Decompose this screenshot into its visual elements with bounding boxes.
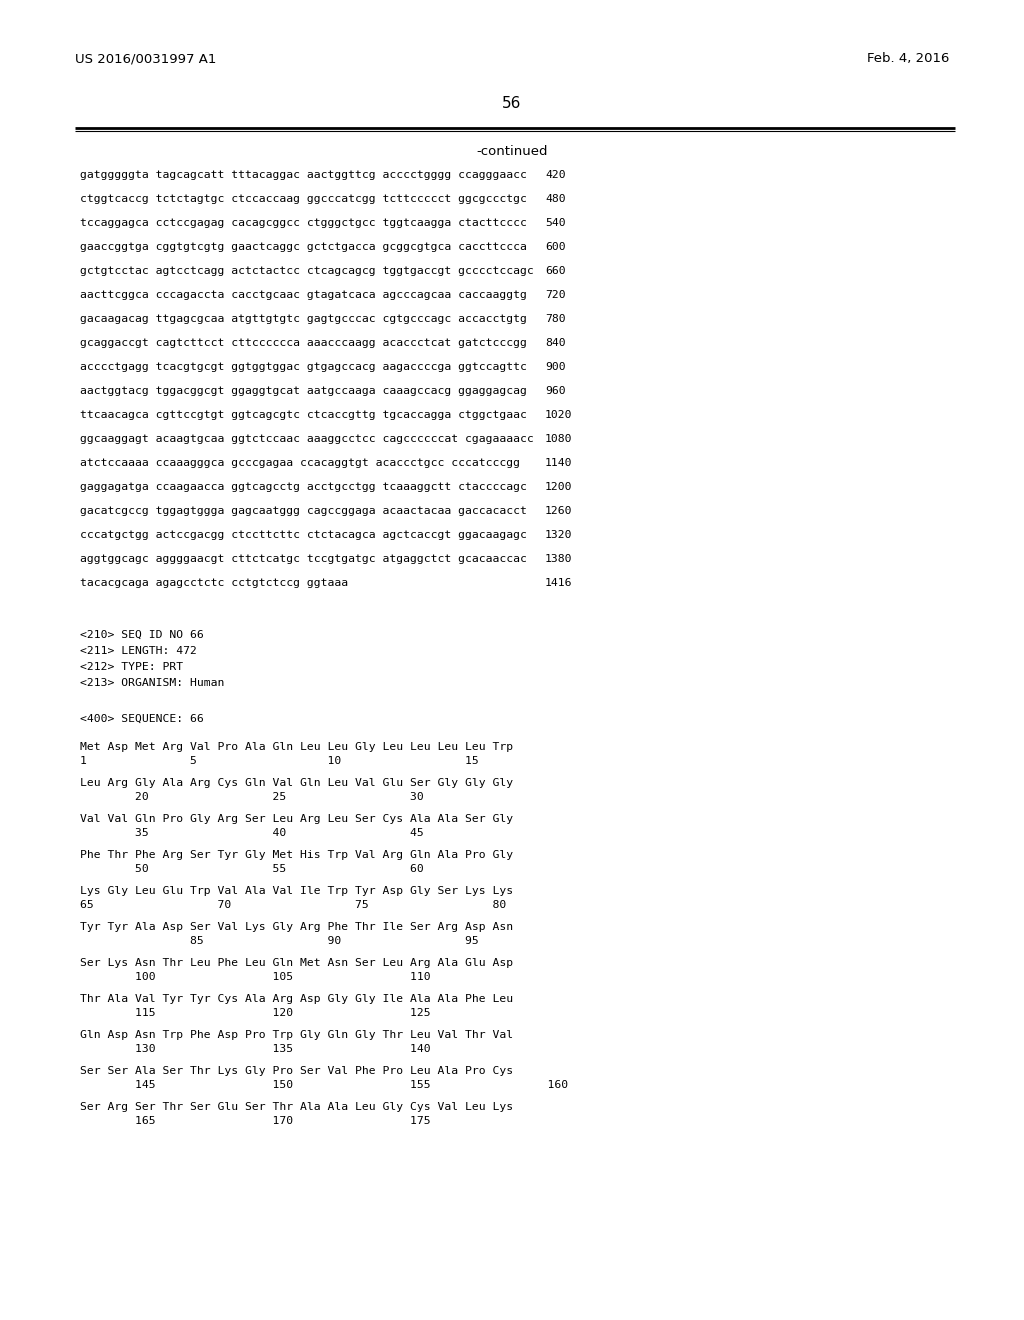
Text: ctggtcaccg tctctagtgc ctccaccaag ggcccatcgg tcttccccct ggcgccctgc: ctggtcaccg tctctagtgc ctccaccaag ggcccat…: [80, 194, 527, 205]
Text: 480: 480: [545, 194, 565, 205]
Text: 165                 170                 175: 165 170 175: [80, 1115, 431, 1126]
Text: 840: 840: [545, 338, 565, 348]
Text: gaggagatga ccaagaacca ggtcagcctg acctgcctgg tcaaaggctt ctaccccagc: gaggagatga ccaagaacca ggtcagcctg acctgcc…: [80, 482, 527, 492]
Text: gatgggggta tagcagcatt tttacaggac aactggttcg acccctgggg ccagggaacc: gatgggggta tagcagcatt tttacaggac aactggt…: [80, 170, 527, 180]
Text: gaaccggtga cggtgtcgtg gaactcaggc gctctgacca gcggcgtgca caccttccca: gaaccggtga cggtgtcgtg gaactcaggc gctctga…: [80, 242, 527, 252]
Text: 115                 120                 125: 115 120 125: [80, 1008, 431, 1018]
Text: atctccaaaa ccaaagggca gcccgagaa ccacaggtgt acaccctgcc cccatcccgg: atctccaaaa ccaaagggca gcccgagaa ccacaggt…: [80, 458, 520, 469]
Text: <213> ORGANISM: Human: <213> ORGANISM: Human: [80, 678, 224, 688]
Text: Phe Thr Phe Arg Ser Tyr Gly Met His Trp Val Arg Gln Ala Pro Gly: Phe Thr Phe Arg Ser Tyr Gly Met His Trp …: [80, 850, 513, 861]
Text: acccctgagg tcacgtgcgt ggtggtggac gtgagccacg aagaccccga ggtccagttc: acccctgagg tcacgtgcgt ggtggtggac gtgagcc…: [80, 362, 527, 372]
Text: aacttcggca cccagaccta cacctgcaac gtagatcaca agcccagcaa caccaaggtg: aacttcggca cccagaccta cacctgcaac gtagatc…: [80, 290, 527, 300]
Text: 1020: 1020: [545, 411, 572, 420]
Text: ttcaacagca cgttccgtgt ggtcagcgtc ctcaccgttg tgcaccagga ctggctgaac: ttcaacagca cgttccgtgt ggtcagcgtc ctcaccg…: [80, 411, 527, 420]
Text: 1320: 1320: [545, 531, 572, 540]
Text: Ser Arg Ser Thr Ser Glu Ser Thr Ala Ala Leu Gly Cys Val Leu Lys: Ser Arg Ser Thr Ser Glu Ser Thr Ala Ala …: [80, 1102, 513, 1111]
Text: 130                 135                 140: 130 135 140: [80, 1044, 431, 1053]
Text: aactggtacg tggacggcgt ggaggtgcat aatgccaaga caaagccacg ggaggagcag: aactggtacg tggacggcgt ggaggtgcat aatgcca…: [80, 385, 527, 396]
Text: 780: 780: [545, 314, 565, 323]
Text: Gln Asp Asn Trp Phe Asp Pro Trp Gly Gln Gly Thr Leu Val Thr Val: Gln Asp Asn Trp Phe Asp Pro Trp Gly Gln …: [80, 1030, 513, 1040]
Text: 600: 600: [545, 242, 565, 252]
Text: gcaggaccgt cagtcttcct cttcccccca aaacccaagg acaccctcat gatctcccgg: gcaggaccgt cagtcttcct cttcccccca aaaccca…: [80, 338, 527, 348]
Text: tacacgcaga agagcctctc cctgtctccg ggtaaa: tacacgcaga agagcctctc cctgtctccg ggtaaa: [80, 578, 348, 587]
Text: Val Val Gln Pro Gly Arg Ser Leu Arg Leu Ser Cys Ala Ala Ser Gly: Val Val Gln Pro Gly Arg Ser Leu Arg Leu …: [80, 814, 513, 824]
Text: Thr Ala Val Tyr Tyr Cys Ala Arg Asp Gly Gly Ile Ala Ala Phe Leu: Thr Ala Val Tyr Tyr Cys Ala Arg Asp Gly …: [80, 994, 513, 1005]
Text: Met Asp Met Arg Val Pro Ala Gln Leu Leu Gly Leu Leu Leu Leu Trp: Met Asp Met Arg Val Pro Ala Gln Leu Leu …: [80, 742, 513, 752]
Text: ggcaaggagt acaagtgcaa ggtctccaac aaaggcctcc cagccccccat cgagaaaacc: ggcaaggagt acaagtgcaa ggtctccaac aaaggcc…: [80, 434, 534, 444]
Text: Feb. 4, 2016: Feb. 4, 2016: [866, 51, 949, 65]
Text: 1140: 1140: [545, 458, 572, 469]
Text: tccaggagca cctccgagag cacagcggcc ctgggctgcc tggtcaagga ctacttcccc: tccaggagca cctccgagag cacagcggcc ctgggct…: [80, 218, 527, 228]
Text: <400> SEQUENCE: 66: <400> SEQUENCE: 66: [80, 714, 204, 723]
Text: <211> LENGTH: 472: <211> LENGTH: 472: [80, 645, 197, 656]
Text: cccatgctgg actccgacgg ctccttcttc ctctacagca agctcaccgt ggacaagagc: cccatgctgg actccgacgg ctccttcttc ctctaca…: [80, 531, 527, 540]
Text: <210> SEQ ID NO 66: <210> SEQ ID NO 66: [80, 630, 204, 640]
Text: 1               5                   10                  15: 1 5 10 15: [80, 756, 479, 766]
Text: gacaagacag ttgagcgcaa atgttgtgtc gagtgcccac cgtgcccagc accacctgtg: gacaagacag ttgagcgcaa atgttgtgtc gagtgcc…: [80, 314, 527, 323]
Text: 65                  70                  75                  80: 65 70 75 80: [80, 900, 506, 909]
Text: Ser Ser Ala Ser Thr Lys Gly Pro Ser Val Phe Pro Leu Ala Pro Cys: Ser Ser Ala Ser Thr Lys Gly Pro Ser Val …: [80, 1067, 513, 1076]
Text: 145                 150                 155                 160: 145 150 155 160: [80, 1080, 568, 1090]
Text: gacatcgccg tggagtggga gagcaatggg cagccggaga acaactacaa gaccacacct: gacatcgccg tggagtggga gagcaatggg cagccgg…: [80, 506, 527, 516]
Text: -continued: -continued: [476, 145, 548, 158]
Text: 100                 105                 110: 100 105 110: [80, 972, 431, 982]
Text: 56: 56: [503, 96, 521, 111]
Text: 720: 720: [545, 290, 565, 300]
Text: Tyr Tyr Ala Asp Ser Val Lys Gly Arg Phe Thr Ile Ser Arg Asp Asn: Tyr Tyr Ala Asp Ser Val Lys Gly Arg Phe …: [80, 921, 513, 932]
Text: gctgtcctac agtcctcagg actctactcc ctcagcagcg tggtgaccgt gcccctccagc: gctgtcctac agtcctcagg actctactcc ctcagca…: [80, 267, 534, 276]
Text: Lys Gly Leu Glu Trp Val Ala Val Ile Trp Tyr Asp Gly Ser Lys Lys: Lys Gly Leu Glu Trp Val Ala Val Ile Trp …: [80, 886, 513, 896]
Text: 50                  55                  60: 50 55 60: [80, 865, 424, 874]
Text: 1200: 1200: [545, 482, 572, 492]
Text: 35                  40                  45: 35 40 45: [80, 828, 424, 838]
Text: 1260: 1260: [545, 506, 572, 516]
Text: 540: 540: [545, 218, 565, 228]
Text: 1416: 1416: [545, 578, 572, 587]
Text: 85                  90                  95: 85 90 95: [80, 936, 479, 946]
Text: Leu Arg Gly Ala Arg Cys Gln Val Gln Leu Val Glu Ser Gly Gly Gly: Leu Arg Gly Ala Arg Cys Gln Val Gln Leu …: [80, 777, 513, 788]
Text: 420: 420: [545, 170, 565, 180]
Text: Ser Lys Asn Thr Leu Phe Leu Gln Met Asn Ser Leu Arg Ala Glu Asp: Ser Lys Asn Thr Leu Phe Leu Gln Met Asn …: [80, 958, 513, 968]
Text: 900: 900: [545, 362, 565, 372]
Text: 1080: 1080: [545, 434, 572, 444]
Text: 660: 660: [545, 267, 565, 276]
Text: US 2016/0031997 A1: US 2016/0031997 A1: [75, 51, 216, 65]
Text: 1380: 1380: [545, 554, 572, 564]
Text: <212> TYPE: PRT: <212> TYPE: PRT: [80, 663, 183, 672]
Text: 960: 960: [545, 385, 565, 396]
Text: aggtggcagc aggggaacgt cttctcatgc tccgtgatgc atgaggctct gcacaaccac: aggtggcagc aggggaacgt cttctcatgc tccgtga…: [80, 554, 527, 564]
Text: 20                  25                  30: 20 25 30: [80, 792, 424, 803]
